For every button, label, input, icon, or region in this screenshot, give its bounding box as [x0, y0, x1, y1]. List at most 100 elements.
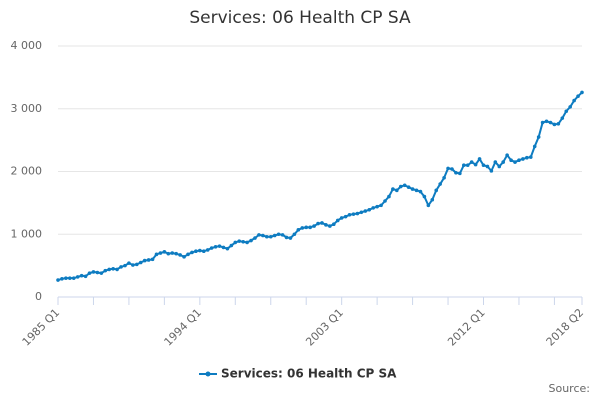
point: [493, 160, 498, 164]
point: [528, 155, 533, 159]
y-tick-label: 2 000: [11, 165, 43, 178]
point: [56, 278, 60, 282]
point: [485, 164, 490, 169]
point: [292, 232, 297, 237]
point: [568, 105, 572, 109]
point: [68, 276, 72, 280]
point: [87, 271, 92, 275]
point: [213, 245, 218, 249]
point: [434, 188, 439, 193]
point: [142, 258, 147, 263]
point: [446, 166, 450, 171]
point: [296, 228, 301, 232]
point: [540, 120, 545, 125]
point: [150, 257, 155, 262]
point: [505, 153, 509, 157]
point: [426, 203, 431, 208]
point: [308, 225, 312, 230]
point: [347, 212, 352, 217]
point: [95, 270, 100, 275]
point: [422, 194, 427, 199]
point: [517, 158, 521, 163]
point: [383, 199, 387, 203]
point: [245, 240, 249, 245]
point: [194, 249, 198, 253]
point: [221, 245, 226, 250]
point: [257, 233, 261, 237]
point: [442, 175, 446, 180]
point: [127, 261, 131, 265]
point: [107, 267, 112, 272]
point: [205, 248, 210, 252]
point: [556, 122, 561, 126]
point: [198, 248, 202, 253]
point: [75, 275, 80, 279]
point: [320, 221, 324, 225]
point: [339, 216, 344, 220]
point: [123, 263, 127, 268]
x-tick-label: 2018 Q2: [544, 306, 587, 349]
point: [465, 163, 470, 168]
point: [501, 160, 506, 164]
point: [572, 98, 576, 103]
point: [391, 187, 395, 191]
point: [182, 255, 186, 259]
point: [241, 239, 245, 244]
point: [324, 223, 328, 227]
point: [402, 183, 407, 188]
point: [454, 170, 458, 175]
point: [576, 94, 580, 98]
point: [316, 221, 320, 226]
point: [268, 234, 273, 239]
point: [473, 162, 478, 167]
point: [580, 90, 584, 95]
point: [229, 243, 234, 248]
point: [131, 263, 135, 267]
point: [410, 187, 415, 191]
point: [532, 144, 537, 149]
point: [71, 276, 76, 280]
point: [201, 249, 206, 253]
y-tick-label: 0: [35, 290, 42, 303]
y-tick-label: 4 000: [11, 39, 43, 52]
x-tick-label: 2012 Q1: [445, 306, 488, 349]
point: [111, 266, 115, 271]
point: [548, 120, 553, 125]
point: [418, 189, 423, 194]
point: [359, 210, 364, 215]
series-line: [57, 91, 583, 282]
point: [481, 163, 486, 168]
point: [489, 169, 494, 173]
point: [458, 171, 462, 176]
x-tick-label: 2003 Q1: [303, 306, 346, 349]
legend-marker: [205, 371, 211, 377]
point: [170, 251, 175, 255]
point: [261, 233, 265, 238]
point: [371, 206, 375, 210]
point: [186, 252, 190, 257]
point: [355, 211, 360, 216]
point: [217, 244, 222, 248]
point: [79, 273, 84, 278]
point: [438, 182, 442, 186]
point: [300, 226, 305, 230]
point: [564, 109, 569, 114]
point: [328, 224, 332, 228]
point: [209, 246, 214, 250]
source: Source:: [549, 382, 591, 395]
point: [265, 234, 269, 239]
point: [387, 194, 391, 199]
point: [331, 222, 336, 227]
point: [60, 277, 64, 281]
point: [154, 252, 159, 257]
point: [225, 246, 230, 251]
point: [233, 240, 238, 245]
point: [335, 218, 340, 223]
point: [237, 239, 242, 243]
point: [312, 224, 316, 228]
point: [450, 167, 454, 171]
point: [284, 235, 289, 240]
point: [119, 265, 123, 269]
point: [178, 253, 182, 257]
